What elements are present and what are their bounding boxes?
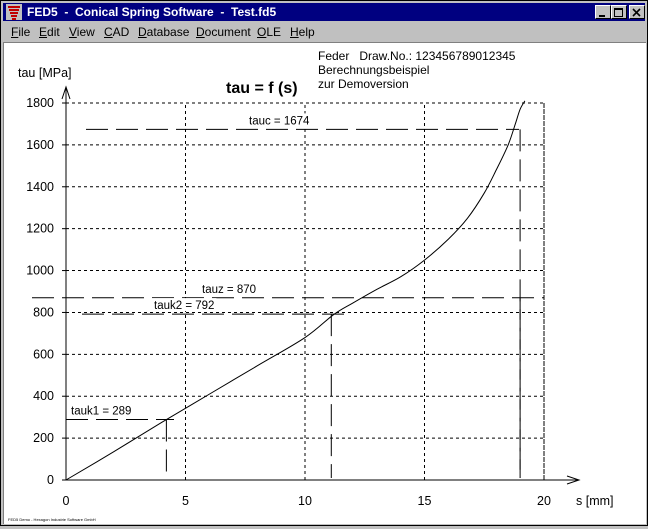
x-tick-label: 10 (298, 494, 312, 508)
x-axis-arrow (566, 475, 581, 485)
marker-label: tauk2 = 792 (154, 300, 214, 312)
y-tick-label: 1600 (26, 138, 54, 152)
close-icon (632, 8, 641, 17)
marker-label-bg (69, 403, 134, 417)
marker-label: tauk1 = 289 (71, 405, 131, 417)
footer-text: FED5 Demo - Hexagon Industrie Software G… (8, 517, 96, 522)
spring-app-icon (6, 4, 22, 20)
marker-label: tauz = 870 (202, 284, 256, 296)
maximize-button[interactable] (611, 5, 627, 19)
x-tick-label: 20 (537, 494, 551, 508)
y-tick-label: 1800 (26, 96, 54, 110)
tau-chart: 0 200 400 600 800 1000 1200 1400 1600 1800 0 5 10 15 2… (8, 49, 614, 522)
title-bar[interactable]: FED5 - Conical Spring Software - Test.fd… (3, 3, 645, 21)
y-tick-label: 1400 (26, 180, 54, 194)
chart-grid (66, 102, 545, 480)
series-line (65, 100, 526, 481)
x-tick-label: 0 (63, 494, 70, 508)
y-tick-label: 1200 (26, 222, 54, 236)
menu-document[interactable]: Document (196, 25, 251, 39)
menu-help[interactable]: Help (290, 25, 315, 39)
menu-file[interactable]: File (11, 25, 31, 39)
chart-title: tau = f (s) (226, 80, 298, 97)
marker-lines: tauc = 1674 tauz = 870 tauk2 = 792 tauk1 = … (32, 113, 544, 478)
x-axis-label: s [mm] (576, 494, 614, 508)
menu-database[interactable]: Database (138, 25, 190, 39)
y-tick-label: 600 (33, 347, 54, 361)
chart-area: 0 200 400 600 800 1000 1200 1400 1600 1800 0 5 10 15 2… (3, 42, 646, 524)
y-axis-arrow (61, 85, 71, 100)
minimize-icon (599, 15, 605, 17)
y-tick-label: 400 (33, 389, 54, 403)
window-title: FED5 - Conical Spring Software - Test.fd… (27, 5, 277, 19)
menu-cad[interactable]: CAD (104, 25, 130, 39)
menu-bar: File Edit View CAD Database Document OLE… (3, 22, 645, 42)
y-tick-label: 800 (33, 305, 54, 319)
info-line-2: Berechnungsbeispiel (318, 63, 429, 77)
chart-axes (61, 85, 581, 485)
x-tick-label: 5 (182, 494, 189, 508)
y-tick-label: 200 (33, 431, 54, 445)
marker-label-bg (200, 281, 259, 295)
tick-labels: 0 200 400 600 800 1000 1200 1400 1600 1800 0 5 10 15 2… (26, 96, 551, 508)
y-tick-label: 1000 (26, 264, 54, 278)
y-tick-label: 0 (47, 473, 54, 487)
menu-edit[interactable]: Edit (39, 25, 60, 39)
marker-label-bg (152, 298, 217, 312)
menu-view[interactable]: View (69, 25, 95, 39)
marker-label-bg (247, 113, 312, 127)
minimize-button[interactable] (595, 5, 611, 19)
marker-label: tauc = 1674 (249, 115, 310, 127)
menu-ole[interactable]: OLE (257, 25, 282, 39)
x-tick-label: 15 (418, 494, 432, 508)
info-line-3: zur Demoversion (318, 77, 409, 91)
close-button[interactable] (629, 5, 645, 19)
info-line-1: Feder Draw.No.: 123456789012345 (318, 49, 516, 63)
maximize-icon (614, 8, 623, 17)
y-axis-label: tau [MPa] (18, 66, 72, 80)
